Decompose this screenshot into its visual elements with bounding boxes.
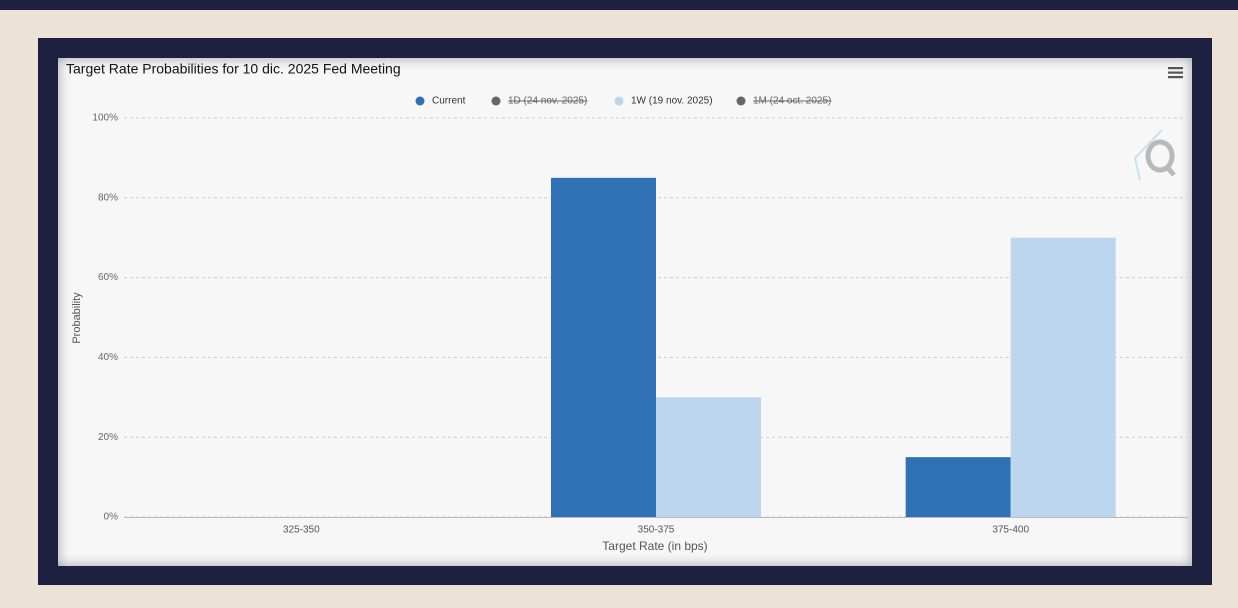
legend-label: 1D (24 nov. 2025) bbox=[508, 96, 587, 107]
bar bbox=[551, 177, 656, 517]
x-tick-label: 375-400 bbox=[992, 525, 1029, 536]
legend-marker bbox=[614, 96, 624, 106]
y-tick-label: 40% bbox=[98, 352, 118, 363]
y-tick-label: 80% bbox=[98, 192, 118, 203]
legend-label: Current bbox=[432, 96, 466, 107]
x-axis-label: Target Rate (in bps) bbox=[602, 539, 707, 553]
y-tick-label: 0% bbox=[104, 512, 119, 523]
legend-marker bbox=[415, 96, 425, 106]
y-axis-label: Probability bbox=[71, 292, 83, 344]
bar bbox=[656, 397, 761, 517]
x-tick-label: 350-375 bbox=[638, 525, 675, 536]
x-tick-label: 325-350 bbox=[283, 525, 320, 536]
menu-button[interactable] bbox=[1168, 67, 1183, 79]
chart-title: Target Rate Probabilities for 10 dic. 20… bbox=[66, 61, 401, 77]
bar bbox=[905, 457, 1011, 517]
legend-item[interactable]: 1D (24 nov. 2025) bbox=[491, 96, 588, 107]
bar bbox=[1010, 237, 1116, 517]
legend-marker bbox=[491, 96, 501, 106]
legend-label: 1W (19 nov. 2025) bbox=[631, 96, 713, 107]
watermark-logo bbox=[1133, 129, 1176, 181]
legend-item[interactable]: 1W (19 nov. 2025) bbox=[614, 96, 713, 107]
legend-item[interactable]: 1M (24 oct. 2025) bbox=[736, 96, 832, 107]
legend-label: 1M (24 oct. 2025) bbox=[753, 96, 831, 107]
legend-item[interactable]: Current bbox=[415, 96, 466, 107]
y-tick-label: 100% bbox=[92, 113, 118, 124]
y-tick-label: 20% bbox=[98, 432, 118, 443]
legend-marker bbox=[736, 96, 746, 106]
y-tick-label: 60% bbox=[98, 272, 118, 283]
